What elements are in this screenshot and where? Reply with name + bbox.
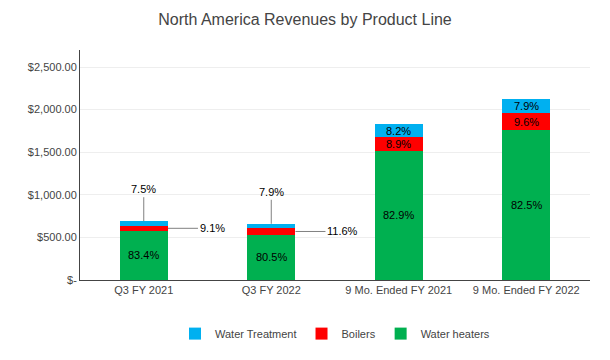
svg-text:Boilers: Boilers xyxy=(342,328,376,340)
svg-text:$1,500.00: $1,500.00 xyxy=(28,146,77,158)
svg-text:9.1%: 9.1% xyxy=(200,222,225,234)
svg-text:8.2%: 8.2% xyxy=(386,125,411,137)
svg-text:Water Treatment: Water Treatment xyxy=(215,328,297,340)
svg-text:8.9%: 8.9% xyxy=(386,138,411,150)
svg-text:Water heaters: Water heaters xyxy=(421,328,490,340)
svg-text:7.9%: 7.9% xyxy=(259,186,284,198)
svg-text:11.6%: 11.6% xyxy=(327,225,358,237)
svg-text:$-: $- xyxy=(67,274,77,286)
svg-text:$2,000.00: $2,000.00 xyxy=(28,103,77,115)
svg-text:North America Revenues by Prod: North America Revenues by Product Line xyxy=(158,11,452,28)
svg-text:83.4%: 83.4% xyxy=(128,249,159,261)
svg-text:80.5%: 80.5% xyxy=(256,251,287,263)
svg-text:Q3 FY 2021: Q3 FY 2021 xyxy=(114,284,173,296)
svg-text:9 Mo. Ended FY 2021: 9 Mo. Ended FY 2021 xyxy=(345,284,452,296)
svg-text:82.5%: 82.5% xyxy=(511,199,542,211)
svg-text:$1,000.00: $1,000.00 xyxy=(28,189,77,201)
svg-text:7.5%: 7.5% xyxy=(131,183,156,195)
svg-text:$2,500.00: $2,500.00 xyxy=(28,61,77,73)
svg-text:82.9%: 82.9% xyxy=(383,209,414,221)
svg-text:9.6%: 9.6% xyxy=(514,116,539,128)
svg-text:$500.00: $500.00 xyxy=(37,231,77,243)
svg-text:Q3 FY 2022: Q3 FY 2022 xyxy=(242,284,301,296)
svg-text:7.9%: 7.9% xyxy=(514,100,539,112)
svg-text:9 Mo. Ended FY 2022: 9 Mo. Ended FY 2022 xyxy=(473,284,580,296)
